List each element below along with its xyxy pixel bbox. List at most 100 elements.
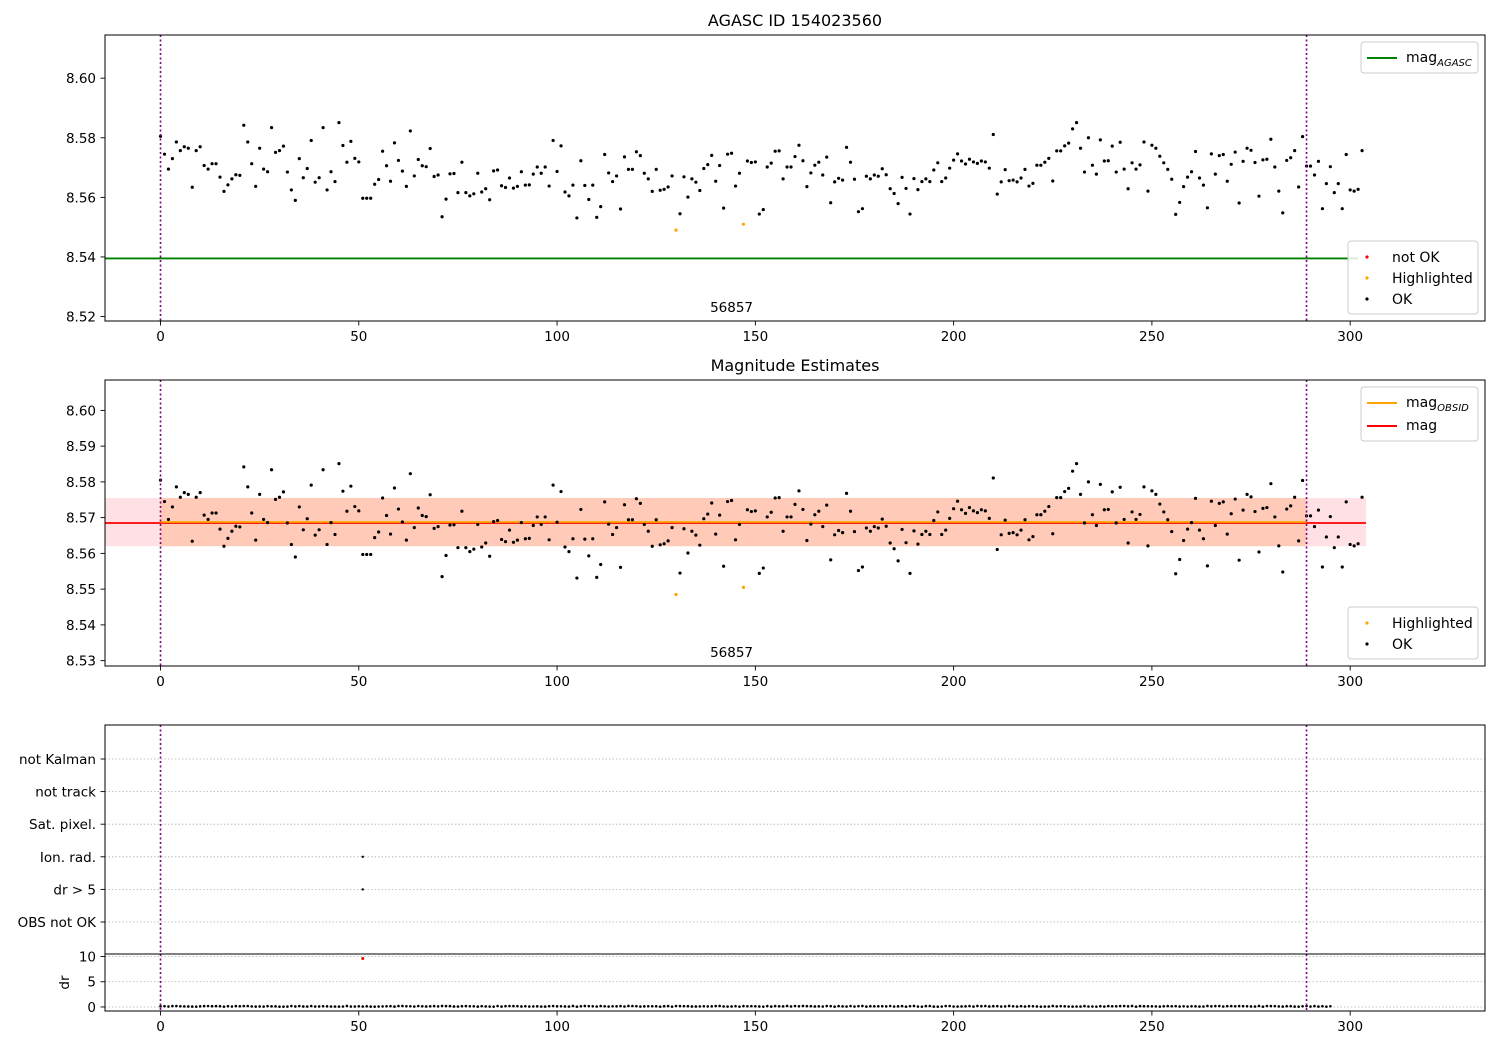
ok-point — [1356, 187, 1360, 191]
legend-label: Highlighted — [1392, 271, 1473, 287]
x-tick-label: 150 — [742, 1019, 768, 1035]
ok-point — [837, 176, 841, 180]
dr-point — [1150, 1005, 1154, 1008]
ok-point — [710, 501, 714, 505]
ok-point — [595, 575, 599, 579]
dr-point — [1297, 1005, 1300, 1008]
ok-point — [1241, 508, 1245, 512]
ok-point — [773, 496, 777, 500]
ok-point — [1253, 509, 1257, 514]
ok-point — [714, 532, 718, 536]
dr-point — [730, 1005, 733, 1008]
ok-point — [178, 495, 182, 499]
flag-category-label: not Kalman — [19, 752, 96, 768]
dr-point — [385, 1004, 388, 1008]
ok-point — [194, 495, 198, 499]
dr-point — [222, 1005, 226, 1008]
ok-point — [575, 576, 579, 580]
dr-point — [619, 1004, 622, 1008]
ok-point — [1122, 517, 1126, 522]
legend-marker — [1365, 255, 1369, 259]
axes-frame — [104, 34, 1486, 322]
dr-point — [432, 1004, 436, 1008]
ok-point — [174, 485, 178, 489]
dr-point — [1206, 1004, 1209, 1008]
dr-point — [551, 1004, 555, 1008]
ok-point — [1328, 514, 1332, 519]
dr-point — [416, 1004, 420, 1008]
ok-point — [924, 529, 928, 533]
ok-point — [591, 183, 595, 187]
ok-point — [432, 526, 436, 530]
ok-point — [547, 538, 551, 542]
ok-point — [924, 177, 928, 181]
ok-point — [1019, 528, 1023, 532]
ok-point — [1269, 482, 1273, 486]
ok-point — [1059, 496, 1063, 500]
flag-category-label: dr > 5 — [53, 882, 96, 898]
dr-point — [984, 1004, 987, 1008]
dr-point — [266, 1004, 269, 1008]
ok-point — [1360, 148, 1364, 153]
dr-point — [218, 1004, 222, 1008]
ok-point — [523, 537, 527, 541]
ok-point — [745, 159, 750, 163]
ok-point — [650, 189, 654, 194]
dr-point — [869, 1004, 872, 1008]
ok-point — [650, 544, 654, 548]
dr-point — [1313, 1004, 1316, 1008]
ok-point — [234, 524, 238, 528]
ok-point — [971, 160, 976, 164]
ok-point — [1356, 542, 1360, 546]
dr-point — [159, 1005, 162, 1008]
legend-marker — [1365, 621, 1369, 625]
ok-point — [805, 185, 809, 189]
ok-point — [638, 154, 642, 158]
dr-point — [972, 1005, 975, 1008]
ok-point — [642, 171, 646, 175]
ok-point — [440, 215, 444, 219]
dr-point — [841, 1005, 844, 1008]
dr-point — [262, 1005, 265, 1008]
dr-point — [1035, 1005, 1039, 1008]
ok-point — [797, 143, 801, 147]
ok-point — [234, 173, 238, 177]
dr-point — [524, 1004, 527, 1008]
dr-point — [1091, 1005, 1094, 1008]
dr-point — [821, 1005, 825, 1008]
dr-point — [976, 1004, 979, 1008]
dr-point — [278, 1005, 281, 1008]
dr-point — [674, 1004, 678, 1008]
ok-point — [1102, 508, 1106, 512]
dr-point — [801, 1004, 805, 1008]
y-tick-label: 8.60 — [66, 403, 96, 419]
dr-point — [615, 1005, 618, 1008]
ok-point — [725, 152, 730, 156]
ok-point — [1273, 165, 1277, 169]
dr-point — [194, 1005, 198, 1008]
ok-point — [404, 184, 408, 188]
ok-point — [325, 188, 329, 192]
ok-point — [634, 150, 638, 154]
ok-point — [392, 486, 397, 490]
ok-point — [488, 198, 492, 202]
ok-point — [218, 175, 222, 179]
chart-title: Magnitude Estimates — [711, 356, 880, 375]
ok-point — [1023, 518, 1027, 522]
dr-point — [206, 1004, 210, 1008]
dr-point — [1329, 1004, 1332, 1008]
ok-point — [1162, 510, 1166, 514]
dr-point — [750, 1004, 753, 1008]
ok-point — [281, 490, 286, 494]
dr-point — [1118, 1004, 1122, 1008]
ok-point — [515, 184, 520, 188]
ok-point — [448, 523, 452, 527]
ok-point — [618, 207, 623, 211]
ok-point — [769, 161, 773, 165]
dr-point — [646, 1004, 650, 1008]
dr-point — [1142, 1004, 1146, 1008]
ok-point — [1352, 189, 1356, 193]
ok-point — [622, 503, 627, 507]
ok-point — [285, 170, 290, 174]
dr-point — [1233, 1004, 1237, 1008]
